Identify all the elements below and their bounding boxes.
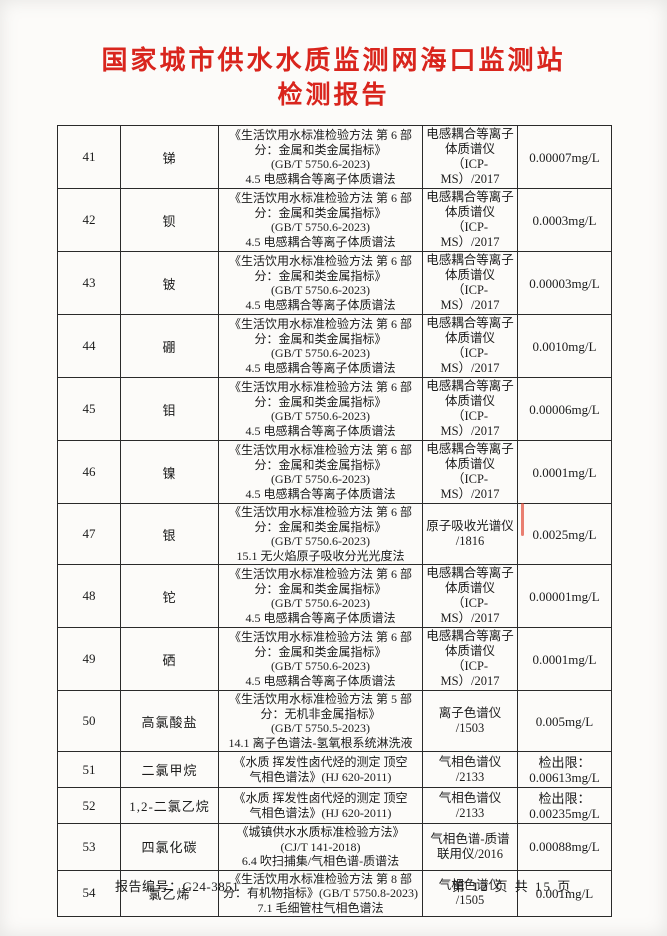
detection-limit: 0.0001mg/L [517,627,612,691]
analyte-name: 钼 [120,377,219,441]
instrument-text: 电感耦合等离子 体质谱仪 （ICP-MS）/2017 [422,627,518,691]
method-text: 《生活饮用水标准检验方法 第 6 部 分：金属和类金属指标》 (GB/T 575… [218,503,423,565]
instrument-text: 原子吸收光谱仪 /1816 [422,503,518,565]
detection-limit: 0.001mg/L [517,869,612,917]
table-row: 43 铍《生活饮用水标准检验方法 第 6 部 分：金属和类金属指标》 (GB/T … [57,251,612,315]
detection-limit: 0.0010mg/L [517,314,612,378]
row-number: 54 [57,869,121,917]
row-number: 51 [57,751,121,788]
table-row: 52 1,2-二氯乙烷 《水质 挥发性卤代烃的测定 顶空 气相色谱法》(HJ 620… [57,787,612,824]
test-results-table: 41 锑《生活饮用水标准检验方法 第 6 部 分：金属和类金属指标》 (GB/T … [57,125,612,917]
instrument-text: 电感耦合等离子 体质谱仪 （ICP-MS）/2017 [422,564,518,628]
row-number: 47 [57,503,121,565]
table-row: 48 铊《生活饮用水标准检验方法 第 6 部 分：金属和类金属指标》 (GB/T … [57,564,612,628]
instrument-text: 气相色谱仪 /2133 [422,751,518,788]
method-text: 《水质 挥发性卤代烃的测定 顶空 气相色谱法》(HJ 620-2011) [218,787,423,824]
method-text: 《生活饮用水标准检验方法 第 8 部 分：有机物指标》(GB/T 5750.8-… [218,869,423,917]
detection-limit: 检出限： 0.00613mg/L [517,751,612,788]
detection-limit: 0.00001mg/L [517,564,612,628]
detection-limit: 0.0001mg/L [517,440,612,504]
analyte-name: 镍 [120,440,219,504]
method-text: 《生活饮用水标准检验方法 第 6 部 分：金属和类金属指标》 (GB/T 575… [218,251,423,315]
analyte-name: 四氯化碳 [120,823,219,871]
row-number: 42 [57,188,121,252]
instrument-text: 电感耦合等离子 体质谱仪 （ICP-MS）/2017 [422,377,518,441]
table-row: 41 锑《生活饮用水标准检验方法 第 6 部 分：金属和类金属指标》 (GB/T … [57,125,612,189]
page-number-indicator: 第 12 页 共 15 页 [452,879,573,894]
table-row: 46 镍《生活饮用水标准检验方法 第 6 部 分：金属和类金属指标》 (GB/T … [57,440,612,504]
instrument-text: 电感耦合等离子 体质谱仪 （ICP-MS）/2017 [422,440,518,504]
analyte-name: 铊 [120,564,219,628]
analyte-name: 二氯甲烷 [120,751,219,788]
table-row: 45 钼《生活饮用水标准检验方法 第 6 部 分：金属和类金属指标》 (GB/T … [57,377,612,441]
analyte-name: 氯乙烯 [120,869,219,917]
detection-limit: 0.0025mg/L [517,503,612,565]
row-number: 44 [57,314,121,378]
row-number: 52 [57,787,121,824]
row-number: 45 [57,377,121,441]
analyte-name: 硒 [120,627,219,691]
method-text: 《生活饮用水标准检验方法 第 6 部 分：金属和类金属指标》 (GB/T 575… [218,627,423,691]
method-text: 《生活饮用水标准检验方法 第 6 部 分：金属和类金属指标》 (GB/T 575… [218,314,423,378]
detection-limit: 0.005mg/L [517,690,612,752]
table-row: 49 硒《生活饮用水标准检验方法 第 6 部 分：金属和类金属指标》 (GB/T … [57,627,612,691]
analyte-name: 1,2-二氯乙烷 [120,787,219,824]
analyte-name: 钡 [120,188,219,252]
test-results-table-body: 41 锑《生活饮用水标准检验方法 第 6 部 分：金属和类金属指标》 (GB/T … [57,125,612,917]
detection-limit: 0.00006mg/L [517,377,612,441]
instrument-text: 电感耦合等离子 体质谱仪 （ICP-MS）/2017 [422,188,518,252]
row-number: 41 [57,125,121,189]
instrument-text: 气相色谱仪 /2133 [422,787,518,824]
detection-limit: 0.0003mg/L [517,188,612,252]
row-number: 46 [57,440,121,504]
report-title-line1: 国家城市供水水质监测网海口监测站 [101,46,566,75]
analyte-name: 锑 [120,125,219,189]
table-row: 42 钡《生活饮用水标准检验方法 第 6 部 分：金属和类金属指标》 (GB/T … [57,188,612,252]
row-number: 50 [57,690,121,752]
instrument-text: 电感耦合等离子 体质谱仪 （ICP-MS）/2017 [422,314,518,378]
instrument-text: 离子色谱仪 /1503 [422,690,518,752]
red-seal-mark [521,503,524,536]
method-text: 《生活饮用水标准检验方法 第 6 部 分：金属和类金属指标》 (GB/T 575… [218,188,423,252]
row-number: 43 [57,251,121,315]
detection-limit: 0.00003mg/L [517,251,612,315]
method-text: 《城镇供水水质标准检验方法》 (CJ/T 141-2018) 6.4 吹扫捕集/… [218,823,423,871]
method-text: 《生活饮用水标准检验方法 第 6 部 分：金属和类金属指标》 (GB/T 575… [218,125,423,189]
table-row: 53 四氯化碳 《城镇供水水质标准检验方法》 (CJ/T 141-2018) 6.4… [57,823,612,871]
row-number: 48 [57,564,121,628]
table-row: 54 氯乙烯 《生活饮用水标准检验方法 第 8 部 分：有机物指标》(GB/T 57… [57,869,612,917]
instrument-text: 电感耦合等离子 体质谱仪 （ICP-MS）/2017 [422,251,518,315]
analyte-name: 硼 [120,314,219,378]
instrument-text: 气相色谱-质谱 联用仪/2016 [422,823,518,871]
method-text: 《生活饮用水标准检验方法 第 6 部 分：金属和类金属指标》 (GB/T 575… [218,377,423,441]
detection-limit: 0.00007mg/L [517,125,612,189]
detection-limit: 0.00088mg/L [517,823,612,871]
row-number: 53 [57,823,121,871]
method-text: 《生活饮用水标准检验方法 第 6 部 分：金属和类金属指标》 (GB/T 575… [218,564,423,628]
table-row: 51 二氯甲烷 《水质 挥发性卤代烃的测定 顶空 气相色谱法》(HJ 620-201… [57,751,612,788]
analyte-name: 高氯酸盐 [120,690,219,752]
row-number: 49 [57,627,121,691]
table-row: 44 硼《生活饮用水标准检验方法 第 6 部 分：金属和类金属指标》 (GB/T … [57,314,612,378]
table-row: 47 银《生活饮用水标准检验方法 第 6 部 分：金属和类金属指标》 (GB/T … [57,503,612,565]
detection-limit: 检出限： 0.00235mg/L [517,787,612,824]
analyte-name: 铍 [120,251,219,315]
method-text: 《生活饮用水标准检验方法 第 5 部 分：无机非金属指标》 (GB/T 5750… [218,690,423,752]
report-title-line2: 检测报告 [277,82,390,109]
method-text: 《生活饮用水标准检验方法 第 6 部 分：金属和类金属指标》 (GB/T 575… [218,440,423,504]
report-header: 国家城市供水水质监测网海口监测站 检测报告 [0,44,667,111]
instrument-text: 电感耦合等离子 体质谱仪 （ICP-MS）/2017 [422,125,518,189]
table-row: 50 高氯酸盐 《生活饮用水标准检验方法 第 5 部 分：无机非金属指标》 (GB/… [57,690,612,752]
method-text: 《水质 挥发性卤代烃的测定 顶空 气相色谱法》(HJ 620-2011) [218,751,423,788]
report-number: 报告编号：G24-3851 [115,879,240,894]
analyte-name: 银 [120,503,219,565]
